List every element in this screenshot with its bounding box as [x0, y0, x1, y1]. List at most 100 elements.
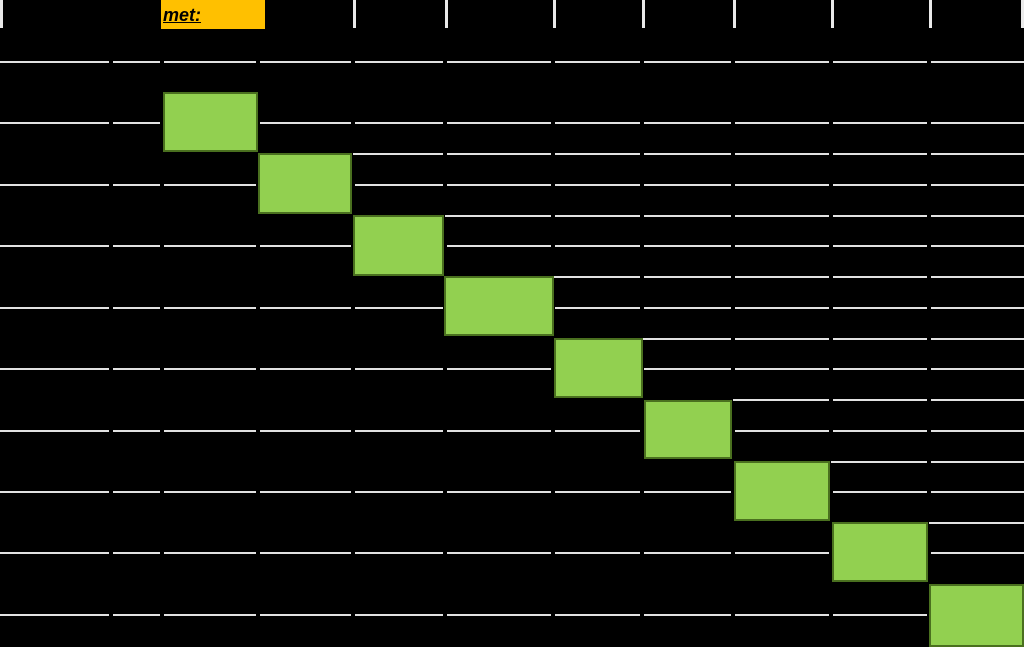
gridline-segment [931, 215, 1024, 217]
gridline-segment [164, 245, 256, 247]
gridline-segment [355, 61, 443, 63]
gridline-segment [833, 491, 927, 493]
gridline-segment [164, 307, 256, 309]
gridline-segment [833, 184, 927, 186]
gridline-segment [355, 552, 443, 554]
gridline-segment [0, 491, 109, 493]
gridline-segment [833, 245, 927, 247]
gridline-segment [555, 552, 640, 554]
axis-tick [445, 0, 448, 28]
gridline-segment [555, 614, 640, 616]
gridline-segment [555, 491, 640, 493]
gridline-segment [833, 399, 927, 401]
gridline-segment [833, 368, 927, 370]
gridline-segment [355, 122, 443, 124]
gridline-segment [644, 307, 731, 309]
gridline-segment [833, 122, 927, 124]
gridline-segment [931, 153, 1024, 155]
gridline-segment [555, 307, 640, 309]
gridline-segment [644, 122, 731, 124]
gridline-segment [555, 122, 640, 124]
gridline-segment [260, 614, 351, 616]
gridline-segment [733, 399, 829, 401]
gridline-segment [0, 368, 109, 370]
gridline-segment [113, 552, 160, 554]
axis-tick [929, 0, 932, 28]
gridline-segment [931, 399, 1024, 401]
axis-tick [642, 0, 645, 28]
gridline-segment [735, 552, 829, 554]
gridline-segment [355, 368, 443, 370]
gridline-segment [644, 184, 731, 186]
gridline-segment [355, 430, 443, 432]
gridline-segment [735, 245, 829, 247]
gridline-segment [644, 61, 731, 63]
axis-tick [553, 0, 556, 28]
axis-tick [831, 0, 834, 28]
gridline-segment [0, 245, 109, 247]
gridline-segment [831, 461, 927, 463]
gridline-segment [164, 614, 256, 616]
gridline-segment [644, 491, 731, 493]
gridline-segment [445, 215, 551, 217]
axis-tick [0, 0, 3, 28]
gridline-segment [555, 245, 640, 247]
gridline-segment [113, 184, 160, 186]
gridline-segment [644, 368, 731, 370]
axis-tick [353, 0, 356, 28]
gridline-segment [113, 430, 160, 432]
gridline-segment [931, 307, 1024, 309]
gridline-segment [644, 245, 731, 247]
gridline-segment [931, 338, 1024, 340]
gridline-segment [833, 307, 927, 309]
gridline-segment [447, 184, 551, 186]
gridline-segment [931, 461, 1024, 463]
gridline-segment [735, 338, 829, 340]
gridline-segment [447, 245, 551, 247]
gridline-segment [447, 552, 551, 554]
gridline-segment [931, 61, 1024, 63]
gridline-segment [931, 245, 1024, 247]
gridline-segment [735, 153, 829, 155]
gridline-segment [355, 491, 443, 493]
highlight-label-box: met: [161, 0, 265, 29]
gridline-segment [164, 430, 256, 432]
gridline-segment [555, 430, 640, 432]
gridline-segment [355, 307, 443, 309]
gridline-segment [113, 122, 160, 124]
gridline-segment [735, 184, 829, 186]
gridline-segment [833, 430, 927, 432]
gridline-segment [644, 614, 731, 616]
gridline-segment [553, 276, 640, 278]
task-bar [554, 338, 643, 398]
gridline-segment [447, 430, 551, 432]
highlight-label: met: [163, 4, 202, 25]
task-bar [258, 153, 352, 214]
gridline-segment [735, 430, 829, 432]
task-bar [644, 400, 732, 459]
gridline-segment [353, 153, 443, 155]
gridline-segment [644, 552, 731, 554]
gridline-segment [644, 276, 731, 278]
gridline-segment [735, 276, 829, 278]
gridline-segment [447, 368, 551, 370]
gridline-segment [113, 61, 160, 63]
task-bar [163, 92, 258, 152]
gridline-segment [931, 430, 1024, 432]
gridline-segment [447, 153, 551, 155]
task-bar [929, 584, 1024, 647]
gridline-segment [0, 430, 109, 432]
gridline-segment [644, 215, 731, 217]
gridline-segment [260, 307, 351, 309]
gridline-segment [260, 368, 351, 370]
gridline-segment [113, 368, 160, 370]
gridline-segment [642, 338, 731, 340]
gridline-segment [735, 61, 829, 63]
gridline-segment [447, 491, 551, 493]
gridline-segment [931, 368, 1024, 370]
gridline-segment [931, 122, 1024, 124]
gridline-segment [555, 184, 640, 186]
gridline-segment [113, 614, 160, 616]
gridline-segment [164, 368, 256, 370]
gridline-segment [164, 552, 256, 554]
